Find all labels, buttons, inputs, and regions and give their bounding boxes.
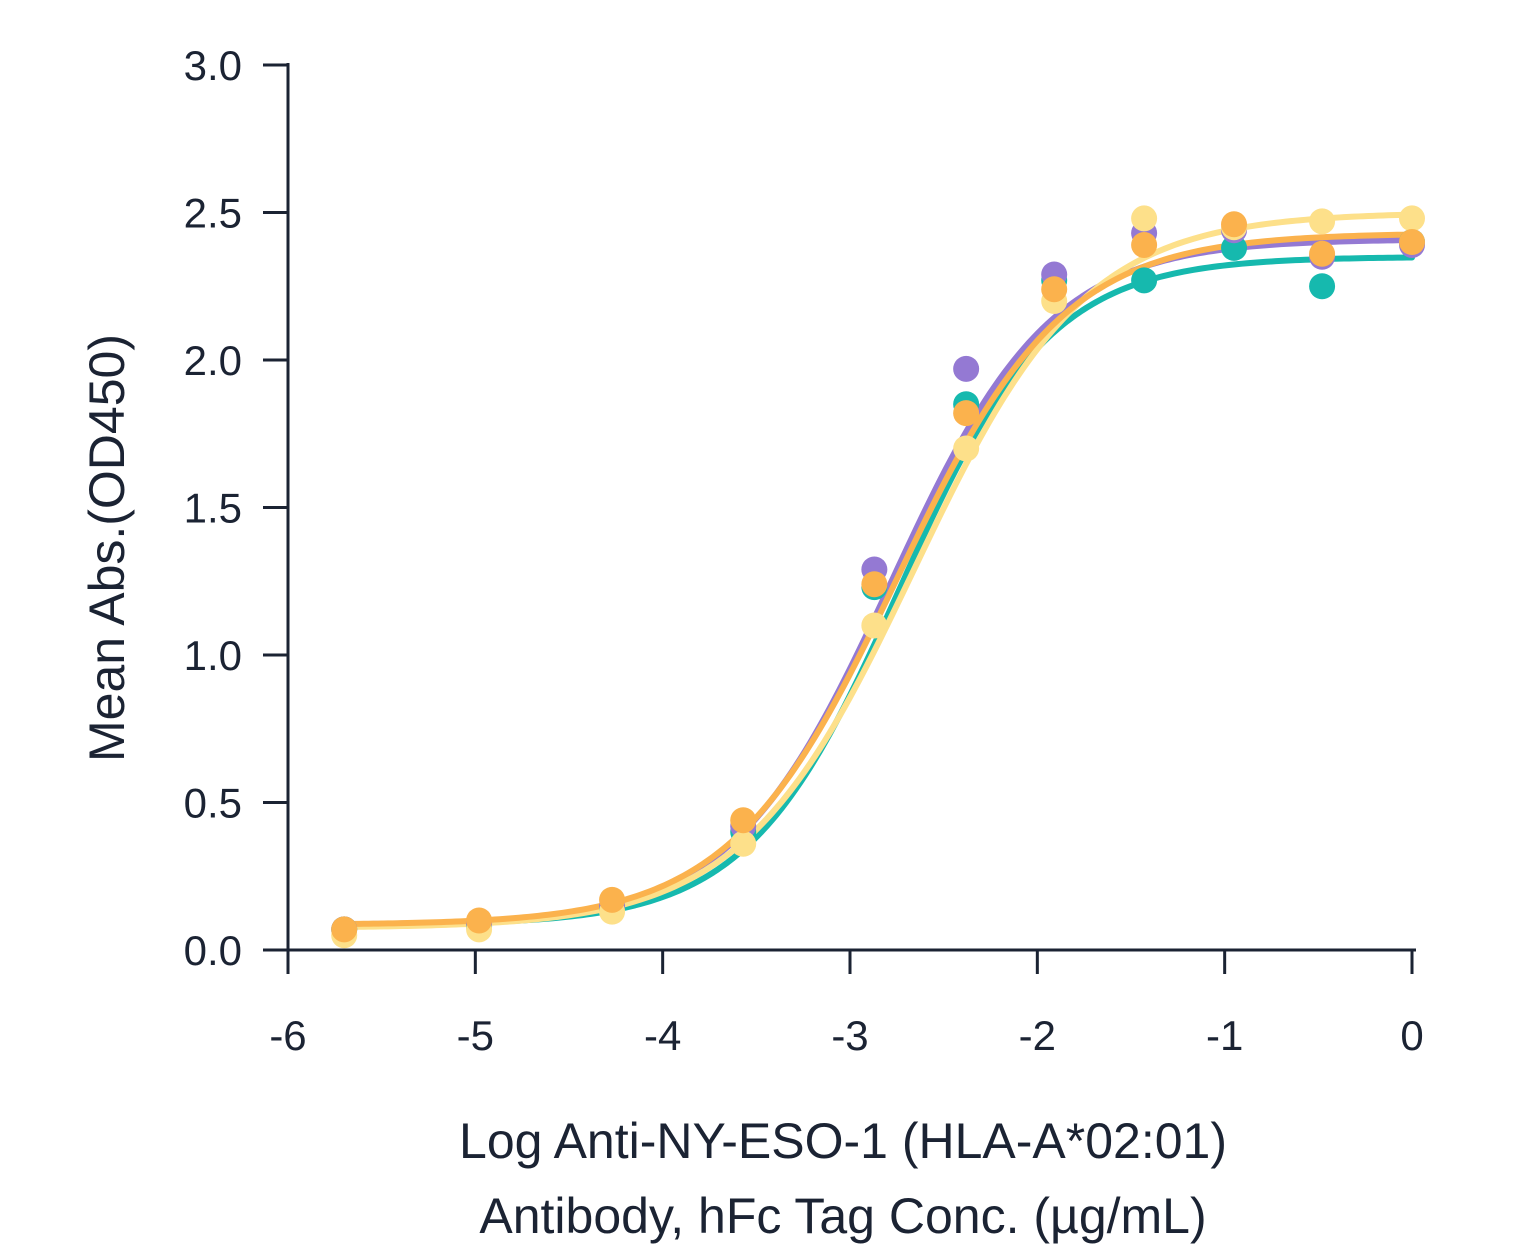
x-axis-title-line-1: Log Anti-NY-ESO-1 (HLA-A*02:01) [459,1113,1227,1169]
series-4-point [1309,240,1336,267]
series-3-point [1399,205,1425,232]
x-tick-label: 0 [1400,1012,1423,1059]
series-3-point [730,830,757,857]
series-1-point [1131,267,1158,294]
data-points [331,205,1425,949]
series-3-point [1309,208,1336,235]
y-axis-ticks: 0.0 0.5 1.0 1.5 2.0 2.5 3.0 [184,42,288,974]
y-tick-label: 2.5 [184,190,242,237]
series-4-point [1041,276,1068,303]
series-4-point [331,916,358,943]
series-4-point [953,400,980,427]
y-tick-label: 1.5 [184,485,242,532]
series-4-point [466,907,493,934]
series-3-point [953,435,980,462]
y-tick-label: 0.5 [184,780,242,827]
y-tick-label: 0.0 [184,927,242,974]
series-4-point [861,571,888,598]
series-4-point [1131,231,1158,258]
y-tick-label: 1.0 [184,632,242,679]
series-4-point [730,807,757,834]
y-axis-title: Mean Abs.(OD450) [79,334,135,762]
series-4-point [599,886,626,913]
x-tick-label: -4 [644,1012,681,1059]
x-tick-label: -3 [831,1012,868,1059]
y-tick-label: 2.0 [184,337,242,384]
x-axis-ticks: -6 -5 -4 -3 -2 -1 0 [269,950,1424,1059]
x-axis-title-line-2: Antibody, hFc Tag Conc. (µg/mL) [479,1188,1206,1244]
x-tick-label: -1 [1206,1012,1243,1059]
x-tick-label: -5 [457,1012,494,1059]
series-4-point [1399,229,1425,255]
series-1-point [1309,273,1336,300]
x-tick-label: -2 [1019,1012,1056,1059]
x-tick-label: -6 [269,1012,306,1059]
series-3-point [1131,205,1158,232]
series-4-point [1221,211,1248,238]
series-3-point [861,612,888,639]
y-tick-label: 3.0 [184,42,242,89]
series-2-point [953,355,980,382]
